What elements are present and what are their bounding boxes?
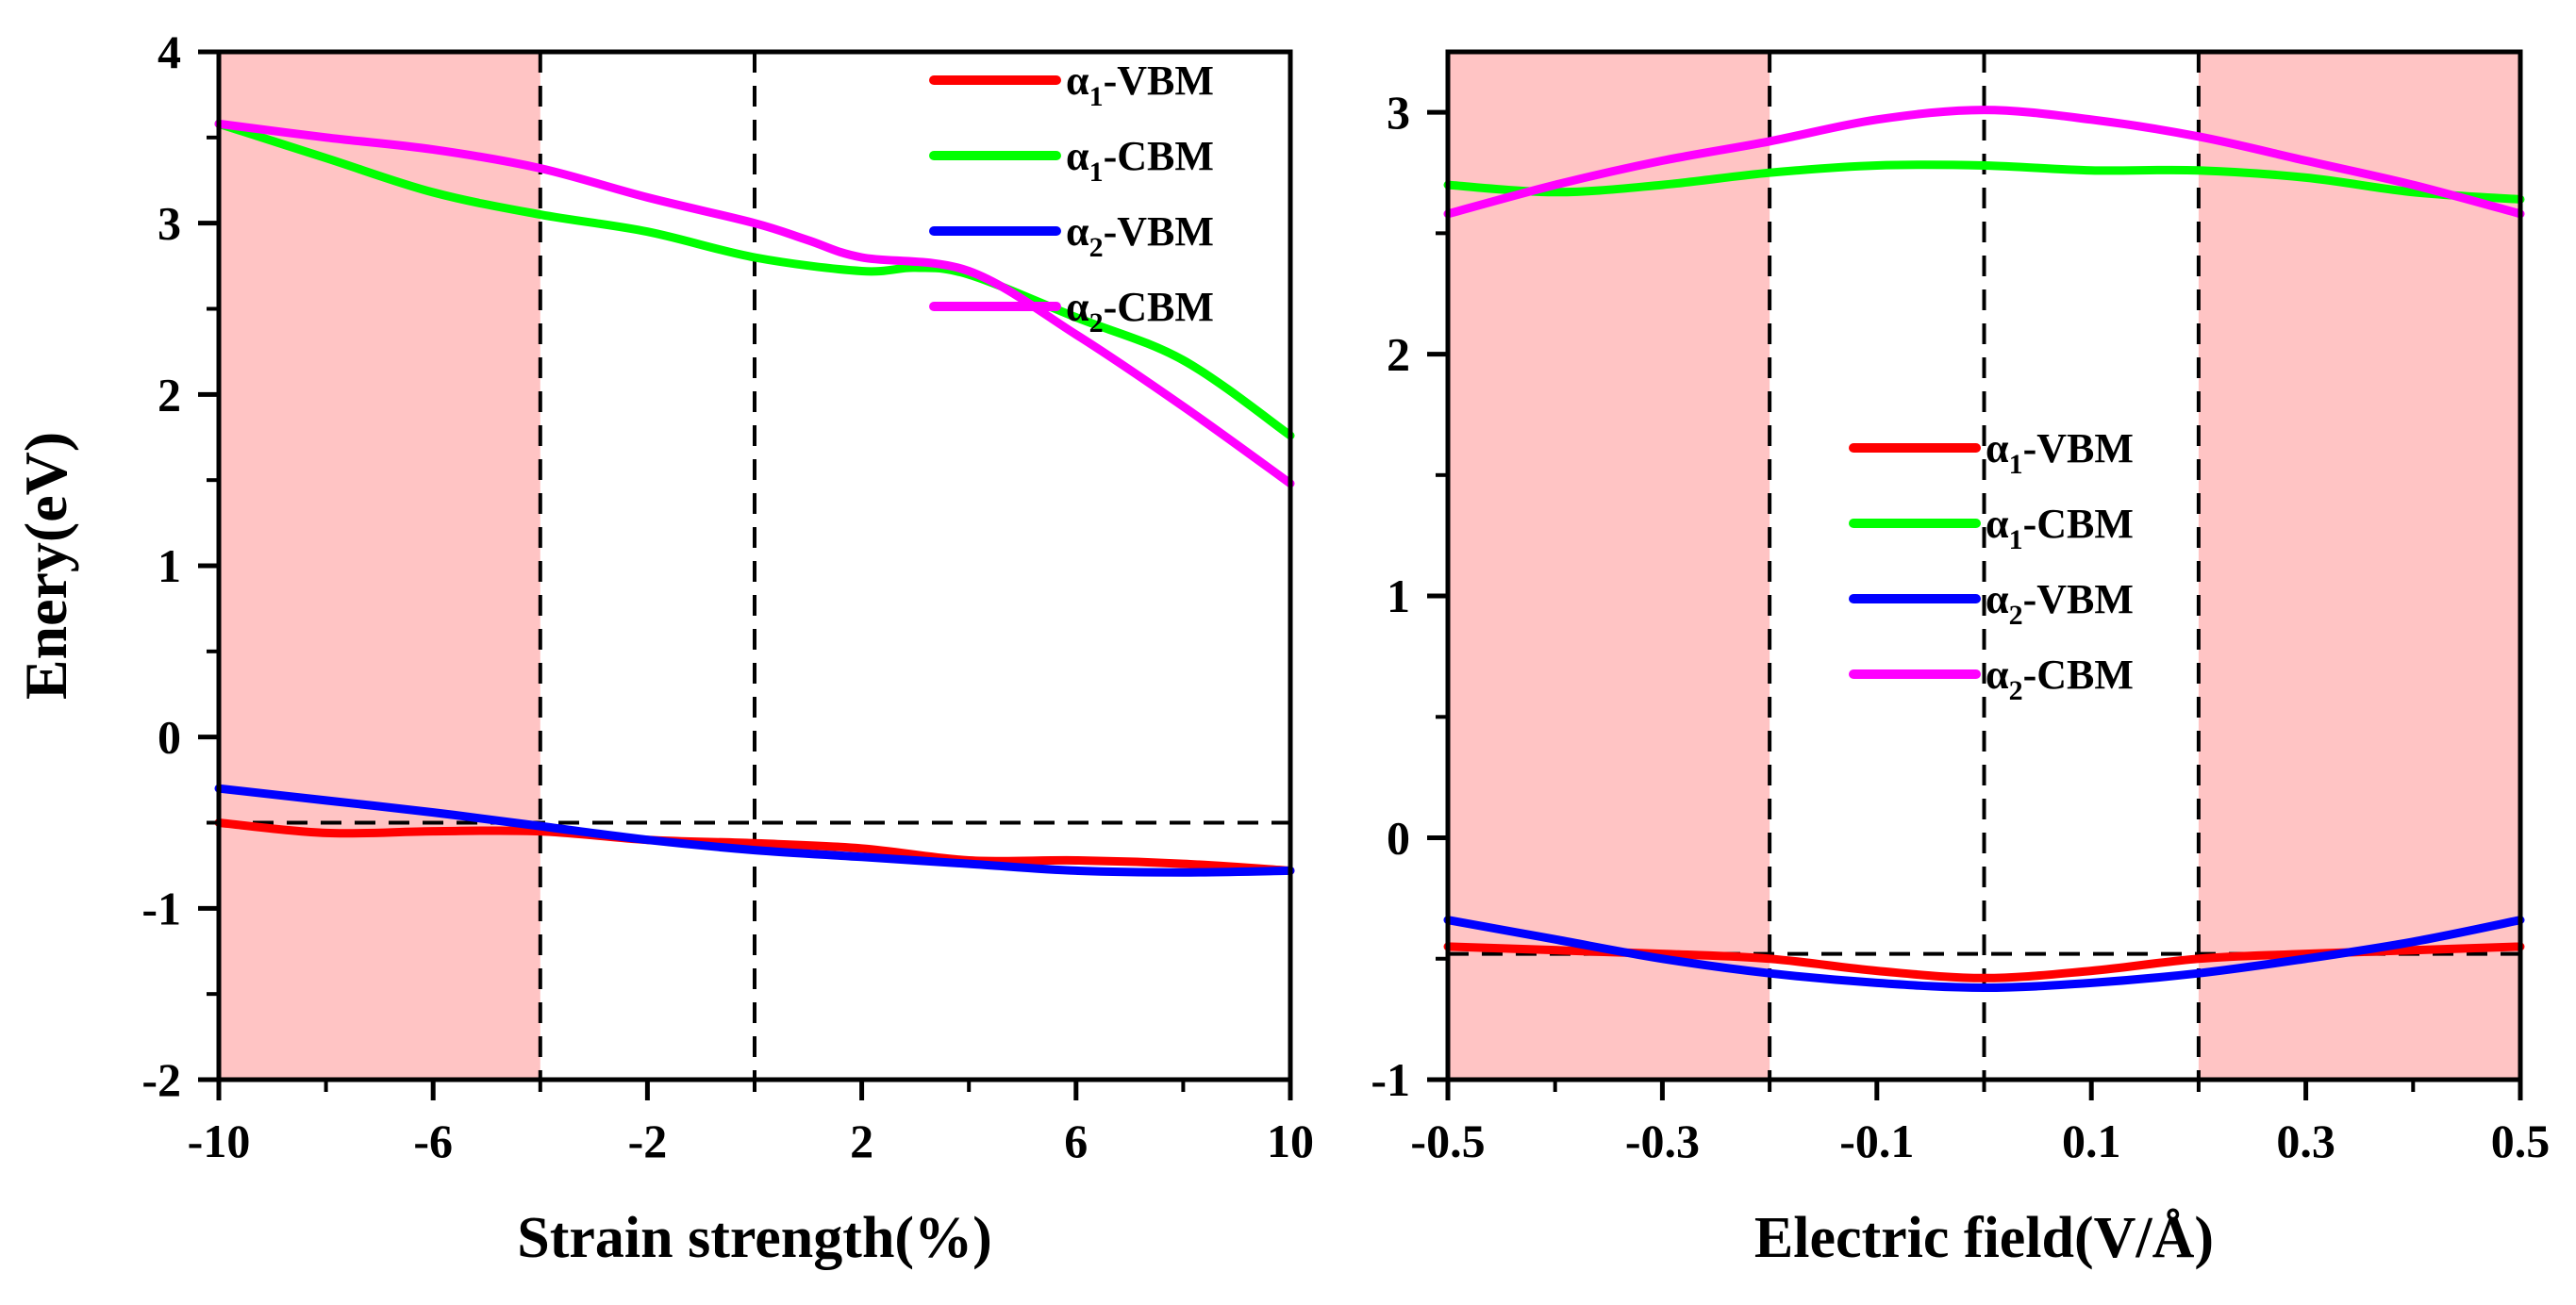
x-tick-label: -0.5	[1410, 1115, 1485, 1167]
legend-label: α1-VBM	[1986, 425, 2134, 480]
series-line	[1443, 160, 2525, 204]
x-tick-label: 10	[1267, 1115, 1314, 1167]
y-tick-label: 2	[1387, 328, 1410, 381]
series-line	[214, 119, 1295, 440]
y-tick-label: 3	[1387, 86, 1410, 139]
y-tick-label: 1	[1387, 570, 1410, 622]
series-line	[1443, 916, 2525, 992]
y-tick-label: 1	[158, 539, 181, 592]
x-tick-label: 6	[1064, 1115, 1088, 1167]
x-tick-label: 0.5	[2491, 1115, 2551, 1167]
x-tick-label: -10	[188, 1115, 251, 1167]
y-tick-label: 2	[158, 368, 181, 421]
legend-label: α1-CBM	[1986, 501, 2134, 555]
x-axis-label: Strain strength(%)	[517, 1206, 991, 1270]
x-tick-label: 0.1	[2062, 1115, 2121, 1167]
shaded-region	[219, 52, 540, 1080]
y-tick-label: 0	[1387, 812, 1410, 865]
y-tick-label: 0	[158, 711, 181, 764]
shaded-region	[1448, 52, 1770, 1080]
y-tick-label: 4	[158, 25, 181, 78]
x-tick-label: 0.3	[2276, 1115, 2335, 1167]
y-tick-label: -1	[1371, 1053, 1410, 1106]
electric-field-panel: -0.5 -0.3 -0.1 0.1 0.3 0.5 -1 0 1 2 3 Electric fiel…	[1371, 49, 2551, 1270]
series-line	[1443, 942, 2525, 983]
x-tick-label: 2	[850, 1115, 873, 1167]
legend-label: α2-VBM	[1066, 208, 1214, 263]
legend-label: α2-CBM	[1066, 284, 1214, 339]
legend-label: α1-CBM	[1066, 133, 1214, 188]
x-axis-label: Electric field(V/Å)	[1754, 1206, 2214, 1270]
legend-label: α2-CBM	[1986, 652, 2134, 706]
x-tick-label: -6	[413, 1115, 453, 1167]
legend-label: α2-VBM	[1986, 576, 2134, 631]
x-tick-label: -2	[628, 1115, 668, 1167]
y-tick-label: 3	[158, 197, 181, 250]
y-tick-label: -2	[141, 1053, 181, 1106]
series-line	[214, 818, 1295, 875]
y-axis-label: Enery(eV)	[12, 432, 79, 700]
series-line	[214, 119, 1295, 488]
series-line	[1443, 106, 2525, 219]
x-tick-label: -0.1	[1839, 1115, 1914, 1167]
legend-label: α1-VBM	[1066, 58, 1214, 112]
series-line	[214, 784, 1295, 877]
shaded-region	[2198, 52, 2520, 1080]
x-tick-label: -0.3	[1625, 1115, 1700, 1167]
y-tick-label: -1	[141, 882, 181, 934]
